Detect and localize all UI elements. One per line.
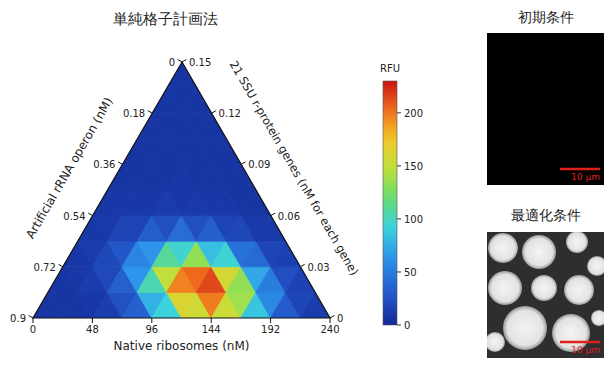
droplet	[503, 306, 547, 350]
tick	[88, 213, 92, 216]
colorbar-tick-label: 50	[404, 267, 417, 278]
tick	[148, 111, 152, 114]
tick	[59, 264, 63, 267]
colorbar-tick-label: 150	[404, 161, 423, 172]
axis-label: Artificial rRNA operon (nM)	[23, 95, 115, 241]
tick-label: 144	[202, 324, 221, 335]
colorbar-fill	[383, 81, 397, 325]
tick-label: 240	[320, 324, 339, 335]
colorbar-tick	[397, 325, 401, 326]
tick-label: 0.18	[123, 108, 145, 119]
axis-label: 21 SSU r-protein genes (nM for each gene…	[227, 58, 362, 278]
chart-title: 単純格子計画法	[113, 10, 218, 28]
scale-bar	[560, 168, 600, 171]
droplet	[591, 310, 604, 326]
droplet	[587, 256, 604, 276]
heat-cell	[271, 241, 301, 267]
tick	[330, 318, 331, 323]
droplet	[488, 271, 522, 305]
axis-label: Native ribosomes (nM)	[114, 339, 250, 353]
tick	[270, 318, 271, 323]
tick-label: 0.03	[307, 262, 329, 273]
heat-cell	[300, 292, 330, 318]
tick-label: 0.54	[63, 211, 85, 222]
tick-label: 192	[261, 324, 280, 335]
tick	[151, 318, 152, 323]
tick-label: 0.09	[248, 159, 270, 170]
tick	[182, 60, 186, 63]
droplet	[566, 232, 588, 253]
scale-bar-label: 10 μm	[571, 345, 600, 355]
tick	[33, 318, 34, 323]
tick	[271, 213, 275, 216]
micrograph-panel: 最適化条件 10 μm	[485, 207, 604, 358]
colorbar-label: RFU	[380, 63, 400, 74]
tick-label: 0	[169, 57, 175, 68]
tick-label: 0.06	[278, 211, 300, 222]
tick	[29, 316, 33, 319]
micrograph	[487, 232, 604, 358]
triangle-frame	[33, 62, 330, 318]
colorbar-tick-label: 200	[404, 108, 423, 119]
tick-label: 0	[30, 324, 36, 335]
tick	[300, 264, 304, 267]
scale-bar-label: 10 μm	[571, 172, 600, 182]
colorbar-tick	[397, 112, 401, 113]
heat-cell	[212, 139, 242, 165]
panel-title: 最適化条件	[511, 207, 581, 223]
colorbar-tick-label: 100	[404, 214, 423, 225]
tick	[211, 318, 212, 323]
tick-label: 0.9	[10, 313, 26, 324]
tick-label: 48	[86, 324, 99, 335]
droplet	[564, 275, 594, 305]
micrograph	[487, 33, 604, 185]
colorbar: RFU 0 50 100 150 200	[380, 63, 423, 331]
colorbar-tick	[397, 271, 401, 272]
droplet	[487, 332, 505, 352]
heat-cell	[241, 190, 271, 216]
droplet	[522, 235, 556, 269]
tick	[118, 162, 122, 165]
figure: 単純格子計画法 0 48 96 144 192 240 Native ribosomes (n…	[0, 0, 604, 380]
micrograph-background	[487, 33, 604, 185]
tick	[212, 111, 216, 114]
tick-label: 0.36	[93, 159, 115, 170]
heat-cell	[182, 88, 212, 114]
tick	[92, 318, 93, 323]
tick-label: 96	[145, 324, 158, 335]
colorbar-tick	[397, 218, 401, 219]
droplet	[531, 275, 557, 301]
axes: 0 48 96 144 192 240 Native ribosomes (nM) 0 0.18…	[10, 57, 361, 353]
colorbar-tick	[397, 165, 401, 166]
tick-label: 0.15	[189, 57, 211, 68]
tick-label: 0.12	[219, 108, 241, 119]
colorbar-tick-label: 0	[404, 320, 410, 331]
micrograph-panel: 初期条件 10 μm	[487, 9, 604, 185]
scale-bar	[560, 341, 600, 344]
tick	[178, 60, 182, 63]
tick-label: 0	[337, 313, 343, 324]
tick	[330, 316, 334, 319]
droplet	[488, 233, 518, 263]
panel-title: 初期条件	[518, 9, 574, 25]
tick-label: 0.72	[34, 262, 56, 273]
tick	[241, 162, 245, 165]
heatmap	[33, 62, 330, 318]
